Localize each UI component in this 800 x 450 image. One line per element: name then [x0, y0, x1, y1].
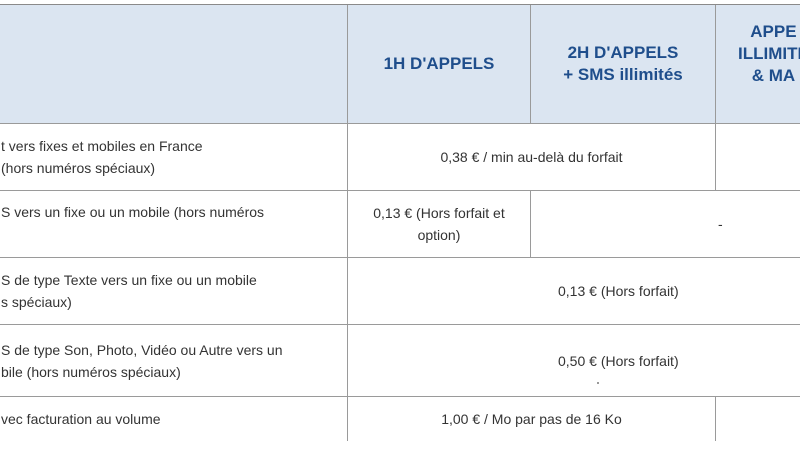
- header-2h-calls-sms: 2H D'APPELS + SMS illimités: [531, 5, 716, 124]
- stray-dot: [597, 382, 599, 384]
- row-sms-label-text: S vers un fixe ou un mobile (hors numéro…: [1, 204, 265, 220]
- row-data-value-text: 1,00 € / Mo par pas de 16 Ko: [441, 411, 622, 427]
- row-sms-label: S vers un fixe ou un mobile (hors numéro…: [0, 191, 348, 258]
- header-1h-calls-text: 1H D'APPELS: [383, 54, 495, 73]
- row-calls-value: 0,38 € / min au-delà du forfait: [348, 124, 716, 191]
- row-calls-unlimited: [716, 124, 800, 191]
- row-mms-value-text: 0,50 € (Hors forfait): [558, 352, 679, 369]
- header-unlimited-calls: APPE ILLIMITE & MA: [716, 5, 800, 124]
- row-data-label: vec facturation au volume: [0, 397, 348, 441]
- row-sms-value-1h: 0,13 € (Hors forfait et option): [348, 191, 531, 258]
- row-data-value: 1,00 € / Mo par pas de 16 Ko: [348, 397, 716, 441]
- row-mms-value: 0,50 € (Hors forfait): [348, 325, 800, 397]
- row-mms-label-text: S de type Son, Photo, Vidéo ou Autre ver…: [1, 341, 283, 380]
- pricing-table: 1H D'APPELS 2H D'APPELS + SMS illimités …: [0, 4, 800, 441]
- row-calls-value-text: 0,38 € / min au-delà du forfait: [440, 149, 623, 165]
- row-data-label-text: vec facturation au volume: [1, 411, 161, 427]
- row-sms-text-label-text: S de type Texte vers un fixe ou un mobil…: [1, 272, 257, 310]
- row-sms-value-rest-text: -: [718, 216, 723, 232]
- row-sms-text-value-text: 0,13 € (Hors forfait): [558, 283, 679, 299]
- row-calls-label: t vers fixes et mobiles en France (hors …: [0, 124, 348, 191]
- row-data-unlimited: [716, 397, 800, 441]
- row-calls-label-text: t vers fixes et mobiles en France (hors …: [1, 138, 203, 176]
- row-mms-label: S de type Son, Photo, Vidéo ou Autre ver…: [0, 325, 348, 397]
- row-sms-value-1h-text: 0,13 € (Hors forfait et option): [373, 205, 505, 243]
- row-sms-value-rest: -: [531, 191, 800, 258]
- header-2h-calls-sms-text: 2H D'APPELS + SMS illimités: [563, 43, 683, 84]
- row-sms-text-value: 0,13 € (Hors forfait): [348, 258, 800, 325]
- row-sms-text-label: S de type Texte vers un fixe ou un mobil…: [0, 258, 348, 325]
- header-label-cell: [0, 5, 348, 124]
- header-1h-calls: 1H D'APPELS: [348, 5, 531, 124]
- header-unlimited-calls-text: APPE ILLIMITE & MA: [738, 22, 800, 85]
